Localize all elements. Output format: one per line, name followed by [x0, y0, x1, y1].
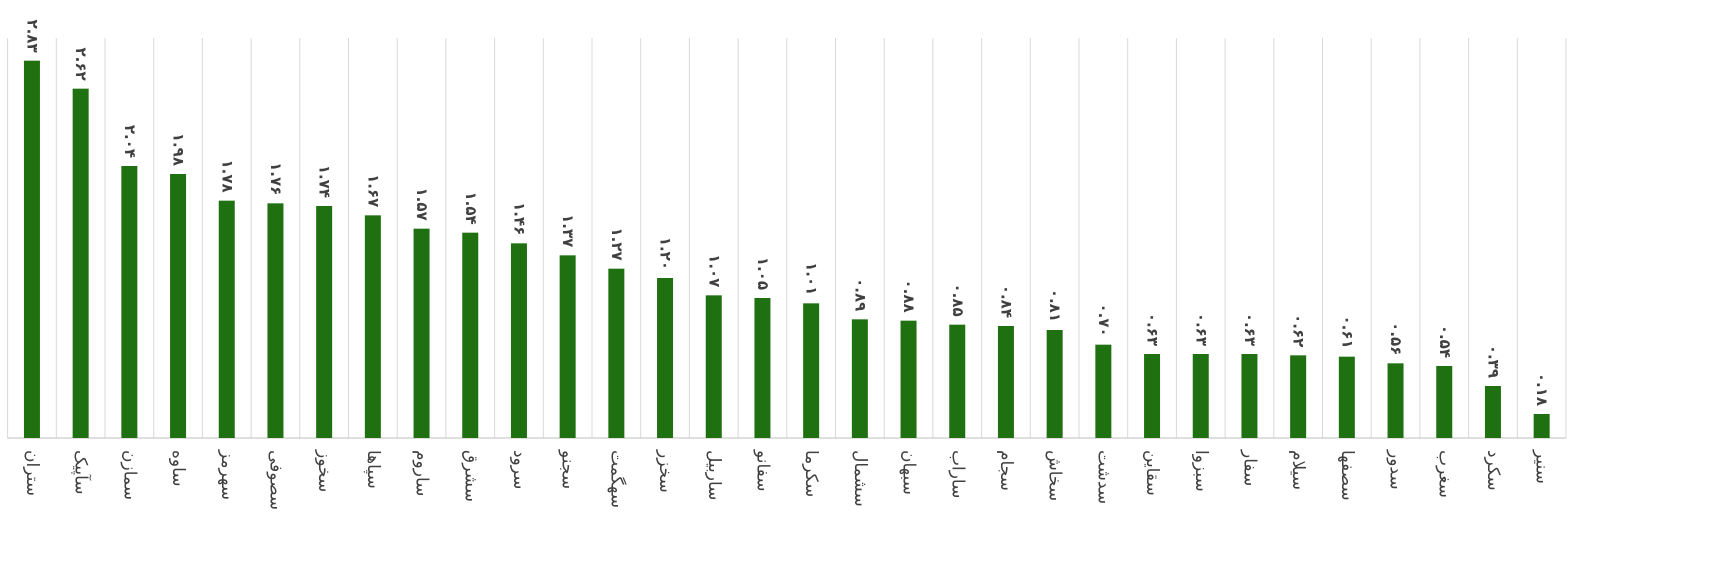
- bar: [1241, 354, 1258, 438]
- value-label: ۰.۶۳: [1192, 313, 1210, 346]
- value-label: ۰.۵۶: [1387, 322, 1405, 355]
- bar: [1338, 356, 1355, 438]
- value-label: ۲.۸۳: [23, 19, 41, 52]
- x-tick-label: سآپیک: [71, 450, 93, 495]
- bar: [900, 320, 917, 438]
- x-tick-label: سکرما: [801, 450, 821, 497]
- x-tick-label: سرود: [509, 450, 529, 489]
- x-tick-label: سیلام: [1288, 450, 1308, 490]
- x-tick-label: سشرق: [460, 450, 480, 502]
- x-tick-label: سجام: [996, 450, 1016, 491]
- value-label: ۱.۰۷: [705, 254, 723, 287]
- value-label: ۰.۶۳: [1144, 313, 1162, 346]
- value-label: ۰.۳۹: [1484, 345, 1502, 378]
- x-tick-label: سپاها: [363, 450, 383, 489]
- bar: [413, 228, 430, 438]
- x-tick-label: سصفها: [1337, 450, 1357, 501]
- x-tick-label: سکرد: [1483, 450, 1503, 491]
- x-tick-label: ستران: [22, 450, 42, 496]
- x-tick-label: سهرمز: [217, 449, 237, 500]
- x-tick-label: سقاین: [1142, 450, 1162, 496]
- value-label: ۱.۲۰: [657, 237, 675, 270]
- value-label: ۱.۷۶: [267, 162, 285, 195]
- bar: [1290, 355, 1307, 438]
- x-tick-label: ساوه: [168, 450, 188, 487]
- bar: [1095, 344, 1112, 438]
- x-tick-label: سفانو: [752, 449, 772, 492]
- bar: [949, 324, 966, 438]
- bar: [1484, 386, 1501, 438]
- x-tick-label: سدور: [1386, 449, 1406, 490]
- bar: [218, 200, 235, 438]
- value-label: ۰.۱۸: [1533, 373, 1551, 406]
- bar: [72, 88, 89, 439]
- bar: [316, 206, 333, 438]
- value-label: ۱.۷۸: [218, 159, 236, 192]
- bar: [23, 60, 40, 439]
- bar: [170, 174, 187, 438]
- x-tick-label: سصوفی: [265, 450, 285, 510]
- bar: [462, 232, 479, 438]
- value-label: ۱.۹۸: [170, 133, 188, 166]
- value-label: ۱.۷۴: [316, 165, 334, 198]
- bar: [267, 203, 284, 438]
- value-label: ۱.۶۷: [364, 174, 382, 207]
- value-label: ۰.۸۸: [900, 279, 918, 312]
- x-tick-label: ساروم: [412, 450, 432, 496]
- value-label: ۱.۲۷: [608, 227, 626, 260]
- bar: [1144, 354, 1161, 438]
- value-label: ۰.۶۳: [1241, 313, 1259, 346]
- value-label: ۰.۸۴: [997, 285, 1015, 318]
- value-label: ۰.۸۵: [949, 283, 967, 316]
- value-label: ۰.۸۹: [851, 278, 869, 311]
- x-tick-label: ساراب: [947, 450, 967, 498]
- value-label: ۰.۶۲: [1290, 314, 1308, 347]
- bar: [657, 278, 674, 438]
- bar: [1533, 414, 1550, 438]
- bar: [1192, 354, 1209, 438]
- bar: [705, 295, 722, 438]
- value-label: ۲.۰۴: [121, 125, 139, 158]
- x-tick-label: سجنو: [558, 449, 578, 489]
- bar: [997, 326, 1014, 438]
- bar: [1436, 366, 1453, 438]
- value-label: ۲.۶۲: [72, 47, 90, 80]
- bar: [121, 166, 138, 438]
- value-label: ۱.۰۵: [754, 257, 772, 290]
- value-label: ۱.۴۶: [510, 202, 528, 235]
- value-label: ۰.۶۱: [1338, 315, 1356, 348]
- value-label: ۰.۵۴: [1436, 325, 1454, 358]
- value-label: ۰.۸۱: [1046, 289, 1064, 322]
- value-label: ۱.۰۱: [803, 262, 821, 295]
- bar: [510, 243, 527, 438]
- x-tick-label: سبزوا: [1191, 450, 1211, 492]
- x-tick-label: سفار: [1239, 449, 1259, 486]
- bar: [559, 255, 576, 438]
- bar: [754, 298, 771, 438]
- value-label: ۰.۷۰: [1095, 303, 1113, 336]
- x-tick-label: ساربیل: [704, 450, 724, 500]
- x-tick-label: سغرب: [1434, 450, 1454, 498]
- x-tick-label: سدشت: [1093, 450, 1113, 504]
- x-tick-label: سنیر: [1532, 449, 1552, 484]
- value-label: ۱.۵۴: [462, 191, 480, 224]
- bar: [1046, 330, 1063, 438]
- bar: [364, 215, 381, 438]
- value-label: ۱.۳۷: [559, 214, 577, 247]
- x-tick-label: سهگمت: [606, 450, 627, 508]
- bar: [803, 303, 820, 438]
- x-tick-label: سخوز: [314, 449, 334, 492]
- bar: [1387, 363, 1404, 438]
- value-label: ۱.۵۷: [413, 187, 431, 220]
- bar: [851, 319, 868, 438]
- x-tick-label: سخاش: [1045, 450, 1065, 501]
- bar: [608, 268, 625, 438]
- x-tick-label: سخزر: [655, 449, 675, 493]
- x-tick-label: سمازن: [119, 450, 139, 500]
- x-tick-label: سبهان: [899, 450, 919, 495]
- x-tick-label: سشمال: [850, 450, 870, 507]
